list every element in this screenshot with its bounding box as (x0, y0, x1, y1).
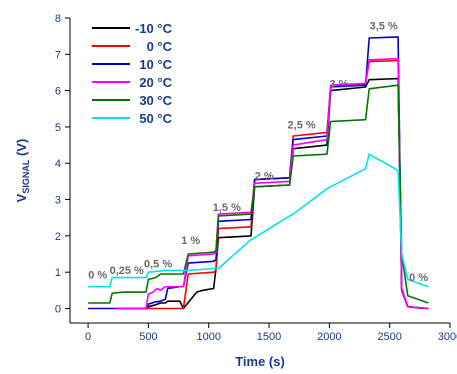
x-tick-label: 1000 (196, 331, 220, 343)
legend-label: 10 °C (139, 57, 172, 72)
series-line-3 (115, 57, 429, 310)
concentration-annotation: 1,5 % (213, 202, 241, 214)
y-tick-label: 3 (55, 195, 61, 207)
y-tick-label: 5 (55, 122, 61, 134)
y-tick-label: 8 (55, 13, 61, 25)
y-tick-label: 2 (55, 231, 61, 243)
legend-label: 30 °C (139, 93, 172, 108)
y-axis-title-unit: (V) (14, 139, 29, 160)
concentration-annotation: 3,5 % (370, 21, 398, 33)
y-tick-label: 6 (55, 86, 61, 98)
x-axis-title: Time (s) (235, 354, 285, 369)
y-tick-label: 4 (55, 158, 61, 170)
series-line-4 (88, 84, 429, 304)
y-axis-title: VSIGNAL (V) (14, 139, 31, 203)
concentration-annotation: 0,5 % (144, 258, 172, 270)
concentration-annotation: 0,25 % (110, 265, 144, 277)
x-tick-label: 2500 (377, 331, 401, 343)
x-tick-label: 1500 (257, 331, 281, 343)
y-tick-label: 7 (55, 49, 61, 61)
y-axis-title-sub: SIGNAL (21, 159, 31, 194)
y-tick-label: 0 (55, 303, 61, 315)
concentration-annotation: 0 % (88, 270, 107, 282)
plot-area (88, 36, 429, 310)
concentration-annotation: 2,5 % (288, 120, 316, 132)
legend-label: -10 °C (135, 21, 173, 36)
annotations: 0 % 0,25 %0,5 %1 %1,5 %2 %2,5 %3 %3,5 %0 … (88, 21, 428, 285)
legend: -10 °C 0 °C 10 °C 20 °C 30 °C 50 °C (92, 21, 173, 126)
concentration-annotation: 3 % (330, 79, 349, 91)
y-tick-label: 1 (55, 267, 61, 279)
concentration-annotation: 2 % (255, 171, 274, 183)
x-tick-label: 2000 (317, 331, 341, 343)
x-tick-label: 0 (85, 331, 91, 343)
concentration-annotation: 0 % (409, 272, 428, 284)
legend-label: 50 °C (139, 111, 172, 126)
y-axis-title-main: V (14, 193, 29, 202)
x-tick-label: 500 (139, 331, 157, 343)
legend-label: 0 °C (147, 39, 173, 54)
legend-label: 20 °C (139, 75, 172, 90)
concentration-annotation: 1 % (181, 235, 200, 247)
series-line-5 (88, 153, 429, 288)
